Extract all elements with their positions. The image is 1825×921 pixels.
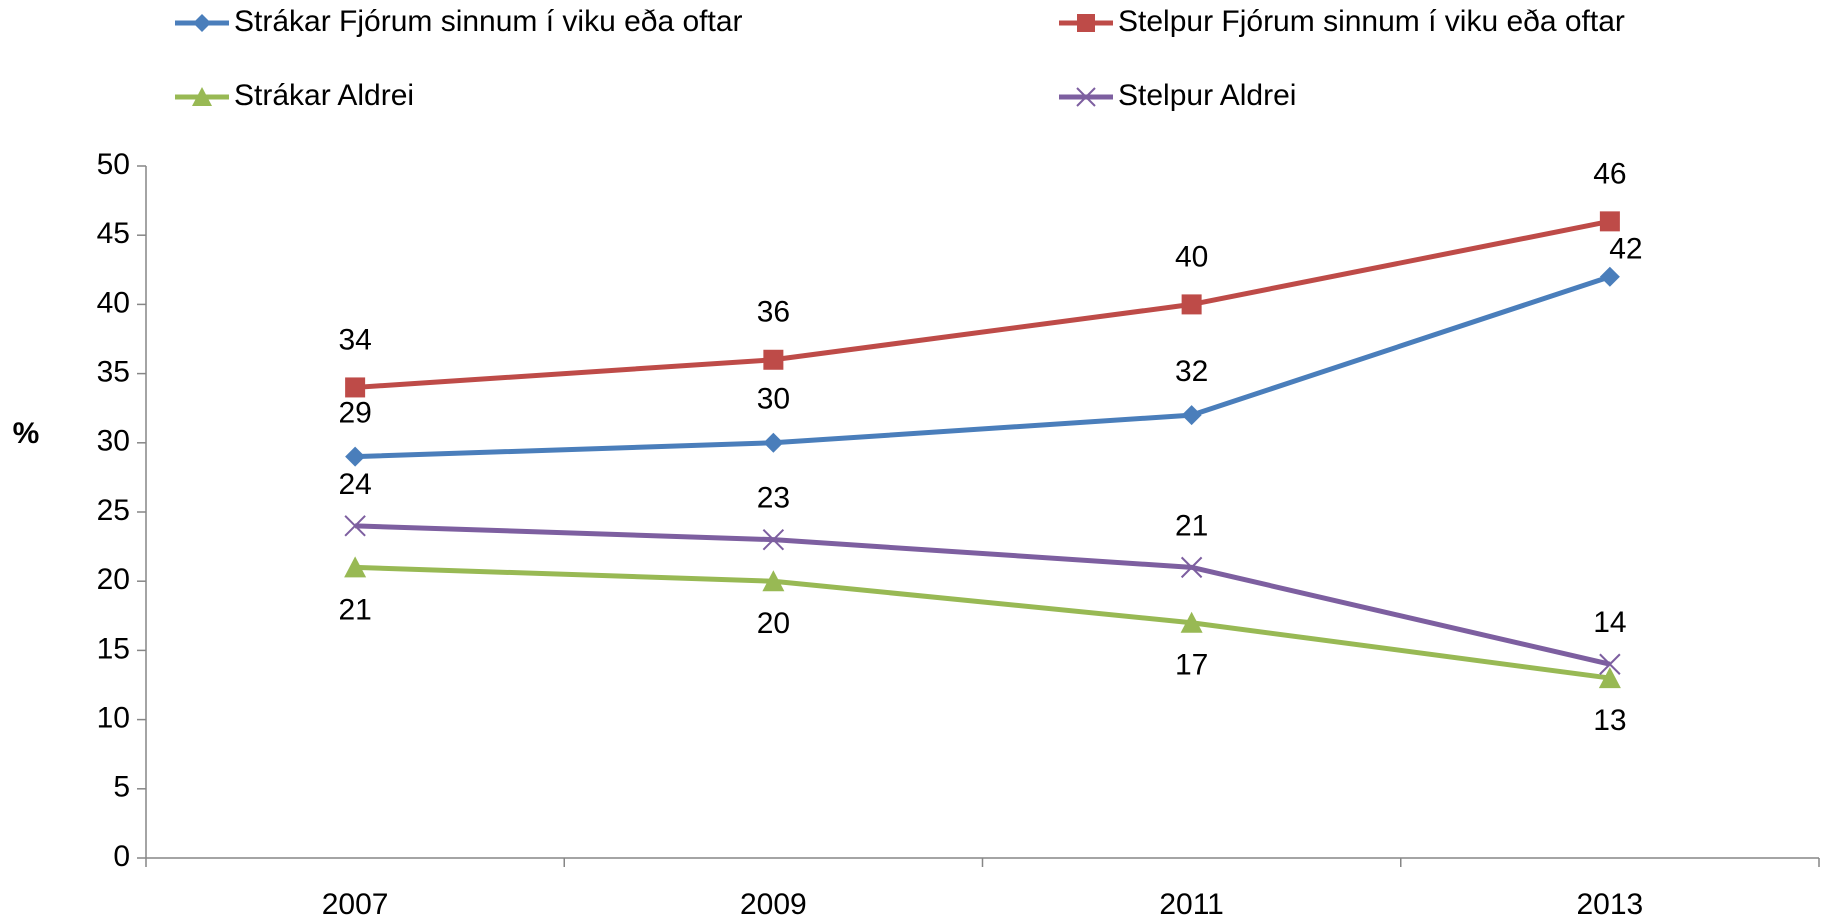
point (762, 570, 785, 592)
legend-marker (1076, 87, 1096, 107)
series-line (354, 218, 1611, 390)
x-tick-label: 2007 (322, 888, 389, 921)
point (763, 349, 784, 370)
point (1181, 294, 1202, 315)
legend-marker (193, 14, 211, 32)
legend-label: Stelpur Aldrei (1118, 79, 1296, 112)
y-tick-label: 0 (113, 840, 130, 873)
point (344, 556, 367, 578)
data-label: 36 (757, 296, 790, 329)
data-label: 17 (1175, 649, 1208, 682)
data-label: 14 (1593, 606, 1626, 639)
point (345, 446, 366, 467)
y-tick-label: 45 (97, 217, 130, 250)
x-tick-label: 2011 (1159, 888, 1224, 921)
y-tick-label: 50 (97, 148, 130, 181)
data-label: 34 (338, 323, 371, 356)
y-tick-label: 40 (97, 286, 130, 319)
point (344, 515, 366, 537)
legend-label: Stelpur Fjórum sinnum í viku eða oftar (1118, 5, 1625, 38)
x-tick-label: 2009 (740, 888, 807, 921)
point (1180, 611, 1203, 633)
point (1181, 405, 1202, 426)
data-label: 42 (1609, 233, 1642, 266)
y-axis-label: % (13, 417, 40, 450)
point (1599, 266, 1620, 287)
y-tick-label: 20 (97, 563, 130, 596)
series-line (355, 523, 1611, 667)
series-line (355, 274, 1611, 460)
data-label: 13 (1593, 704, 1626, 737)
point (1599, 653, 1621, 675)
data-label: 32 (1175, 355, 1208, 388)
y-tick-label: 25 (97, 494, 130, 527)
data-label: 24 (338, 468, 371, 501)
y-tick-label: 15 (97, 632, 130, 665)
y-tick-label: 10 (97, 702, 130, 735)
point (1598, 667, 1621, 689)
y-tick-label: 35 (97, 356, 130, 389)
legend-label: Strákar Aldrei (234, 79, 414, 112)
data-label: 21 (1175, 509, 1208, 542)
legend-marker (192, 87, 212, 106)
data-label: 20 (757, 607, 790, 640)
point (345, 377, 366, 398)
series-line (355, 564, 1611, 681)
y-tick-label: 5 (113, 771, 130, 804)
data-label: 46 (1593, 157, 1626, 190)
point (763, 432, 784, 453)
x-tick-label: 2013 (1577, 888, 1644, 921)
data-label: 40 (1175, 240, 1208, 273)
legend-marker (1077, 14, 1095, 32)
point (1599, 211, 1620, 232)
legend-label: Strákar Fjórum sinnum í viku eða oftar (234, 5, 743, 38)
data-label: 21 (338, 593, 371, 626)
data-label: 30 (757, 383, 790, 416)
data-label: 23 (757, 482, 790, 515)
y-tick-label: 30 (97, 425, 130, 458)
point (762, 528, 785, 551)
data-label: 29 (338, 397, 371, 430)
point (1180, 556, 1203, 579)
